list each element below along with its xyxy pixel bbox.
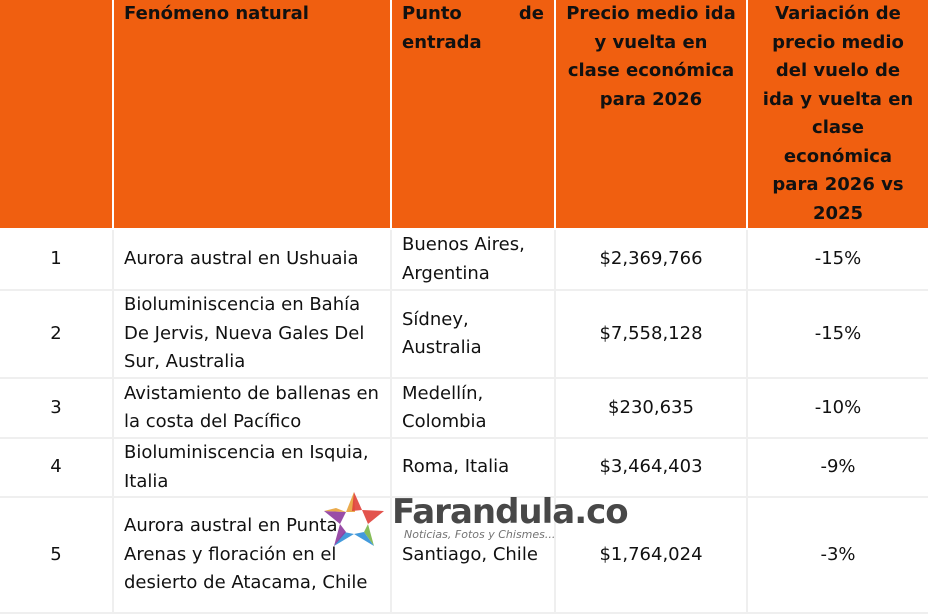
header-rank <box>0 0 114 230</box>
header-entry-point: Punto de entrada <box>390 0 556 230</box>
phenomenon-cell: Avistamiento de ballenas en la costa del… <box>112 377 392 439</box>
watermark-tagline: Noticias, Fotos y Chismes... <box>404 528 556 541</box>
header-price-2026: Precio medio ida y vuelta en clase econó… <box>554 0 748 230</box>
entry-point-cell: Medellín, Colombia <box>390 377 556 439</box>
price-cell: $3,464,403 <box>554 437 748 498</box>
header-variation: Variación de precio medio del vuelo de i… <box>746 0 928 230</box>
table-row: 4 Bioluminiscencia en Isquia, Italia Rom… <box>0 437 928 498</box>
rank-cell: 1 <box>0 228 114 291</box>
table-row: 2 Bioluminiscencia en Bahía De Jervis, N… <box>0 289 928 379</box>
star-logo-icon <box>324 492 384 546</box>
rank-cell: 3 <box>0 377 114 439</box>
price-cell: $7,558,128 <box>554 289 748 379</box>
variation-cell: -3% <box>746 496 928 614</box>
rank-cell: 5 <box>0 496 114 614</box>
entry-point-cell: Roma, Italia <box>390 437 556 498</box>
watermark-brand: Farandula.co <box>392 492 629 532</box>
entry-point-cell: Buenos Aires, Argentina <box>390 228 556 291</box>
variation-cell: -15% <box>746 289 928 379</box>
rank-cell: 2 <box>0 289 114 379</box>
table-row: 1 Aurora austral en Ushuaia Buenos Aires… <box>0 228 928 291</box>
header-phenomenon: Fenómeno natural <box>112 0 392 230</box>
price-cell: $230,635 <box>554 377 748 439</box>
variation-cell: -15% <box>746 228 928 291</box>
rank-cell: 4 <box>0 437 114 498</box>
price-cell: $2,369,766 <box>554 228 748 291</box>
table-row: 3 Avistamiento de ballenas en la costa d… <box>0 377 928 439</box>
table-header-row: Fenómeno natural Punto de entrada Precio… <box>0 0 928 230</box>
variation-cell: -10% <box>746 377 928 439</box>
farandula-watermark[interactable]: Farandula.co Noticias, Fotos y Chismes..… <box>322 488 629 550</box>
entry-point-cell: Sídney, Australia <box>390 289 556 379</box>
phenomenon-cell: Aurora austral en Ushuaia <box>112 228 392 291</box>
phenomenon-cell: Bioluminiscencia en Isquia, Italia <box>112 437 392 498</box>
variation-cell: -9% <box>746 437 928 498</box>
phenomenon-cell: Bioluminiscencia en Bahía De Jervis, Nue… <box>112 289 392 379</box>
